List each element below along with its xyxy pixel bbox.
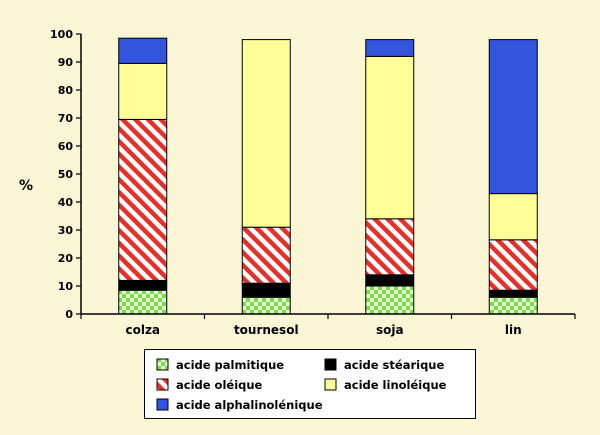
y-tick-label-60: 60 [58, 140, 74, 153]
legend-item-alphalinolenique: acide alphalinolénique [156, 398, 323, 412]
legend-label-alphalinolenique: acide alphalinolénique [176, 398, 323, 412]
y-axis-label: % [19, 178, 33, 194]
chart-legend: acide palmitique acide stéarique acide olé… [144, 349, 476, 419]
y-tick-label-70: 70 [58, 112, 74, 125]
legend-item-stearique: acide stéarique [324, 358, 444, 372]
legend-swatch-linoleique [324, 378, 337, 391]
bar-lin-palmitique [488, 296, 538, 315]
bar-soja-palmitique [365, 285, 415, 315]
legend-swatch-alphalinolenique [156, 398, 169, 411]
bar-soja-oleique [365, 218, 415, 276]
y-tick-label-30: 30 [58, 224, 74, 237]
bar-tournesol-linoleique [241, 39, 291, 228]
bar-soja-stearique [365, 274, 415, 287]
legend-swatch-palmitique [156, 358, 169, 371]
bar-lin-stearique [488, 289, 538, 298]
y-tick-label-80: 80 [58, 84, 74, 97]
bar-colza-linoleique [118, 62, 168, 120]
bar-colza-stearique [118, 279, 168, 291]
bar-soja-linoleique [365, 55, 415, 220]
bar-lin-linoleique [488, 193, 538, 241]
bar-colza-oleique [118, 118, 168, 281]
bar-tournesol-stearique [241, 282, 291, 298]
legend-label-palmitique: acide palmitique [176, 358, 284, 372]
bar-lin-oleique [488, 239, 538, 291]
stacked-bar-chart: colza tournesol soja lin 0 10 20 30 40 50 60 70 80 9… [19, 28, 576, 337]
y-tick-label-10: 10 [58, 280, 74, 293]
x-tick-label-soja: soja [376, 323, 404, 337]
bar-lin-alphalinolenique [488, 39, 538, 195]
y-tick-label-0: 0 [65, 308, 73, 321]
y-tick-label-90: 90 [58, 56, 74, 69]
y-tick-label-100: 100 [50, 28, 73, 41]
legend-swatch-stearique [324, 358, 337, 371]
y-tick-label-20: 20 [58, 252, 74, 265]
legend-item-linoleique: acide linoléique [324, 378, 447, 392]
bar-tournesol-oleique [241, 226, 291, 284]
chart-panel: colza tournesol soja lin 0 10 20 30 40 50 60 70 80 9… [6, 6, 586, 424]
legend-item-oleique: acide oléique [156, 378, 263, 392]
legend-swatch-oleique [156, 378, 169, 391]
bar-soja-alphalinolenique [365, 39, 415, 57]
legend-item-palmitique: acide palmitique [156, 358, 284, 372]
x-tick-label-tournesol: tournesol [234, 323, 299, 337]
bar-colza-palmitique [118, 289, 168, 315]
legend-label-linoleique: acide linoléique [344, 378, 447, 392]
bar-tournesol-palmitique [241, 296, 291, 315]
x-tick-label-colza: colza [125, 323, 160, 337]
legend-label-oleique: acide oléique [176, 378, 263, 392]
bar-colza-alphalinolenique [118, 37, 168, 64]
x-tick-label-lin: lin [505, 323, 522, 337]
y-tick-label-50: 50 [58, 168, 74, 181]
legend-label-stearique: acide stéarique [344, 358, 444, 372]
y-tick-label-40: 40 [58, 196, 74, 209]
